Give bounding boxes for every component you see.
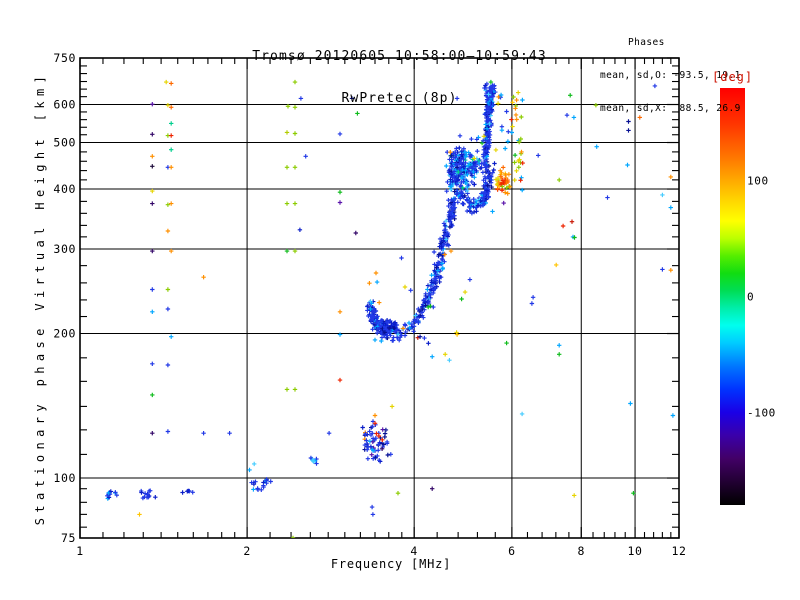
- scatter-points: [105, 79, 676, 538]
- tick-label: 12: [671, 544, 686, 558]
- tick-label: 300: [53, 242, 76, 256]
- colorbar: [720, 88, 745, 505]
- tick-label: 75: [61, 531, 76, 545]
- plot-frame: [79, 57, 680, 539]
- tick-label: 500: [53, 136, 76, 150]
- tick-label: 750: [53, 51, 76, 65]
- plot-subtitle: RwPretec (8p): [341, 91, 458, 106]
- tick-label: 0: [747, 291, 754, 304]
- phase-stats-o-mode: mean, sd,O: -93.5, 19.1: [600, 70, 741, 81]
- tick-label: 2: [243, 544, 251, 558]
- y-axis-title: Stationary phase Virtual Height [km]: [33, 70, 47, 526]
- tick-label: 10: [628, 544, 643, 558]
- phase-stats-x-mode: mean, sd,X: 88.5, 26.9: [600, 103, 741, 114]
- colorbar-unit-label: [deg]: [712, 70, 754, 84]
- page-title: Tromsø 20120605 10:58:00–10:59:43 RwPret…: [100, 22, 699, 134]
- phase-stats: Phases mean, sd,O: -93.5, 19.1 mean, sd,…: [600, 15, 741, 136]
- tick-label: 6: [508, 544, 516, 558]
- phase-stats-title: Phases: [628, 37, 665, 48]
- x-axis-title: Frequency [MHz]: [330, 557, 452, 571]
- tick-label: 600: [53, 98, 76, 112]
- tick-label: 8: [577, 544, 585, 558]
- tick-label: 4: [410, 544, 418, 558]
- plot-title: Tromsø 20120605 10:58:00–10:59:43: [252, 49, 547, 64]
- tick-label: 1: [76, 544, 84, 558]
- tick-label: 100: [53, 471, 76, 485]
- tick-label: 200: [53, 327, 76, 341]
- tick-label: 400: [53, 182, 76, 196]
- tick-label: -100: [747, 406, 776, 419]
- tick-label: 100: [747, 175, 769, 188]
